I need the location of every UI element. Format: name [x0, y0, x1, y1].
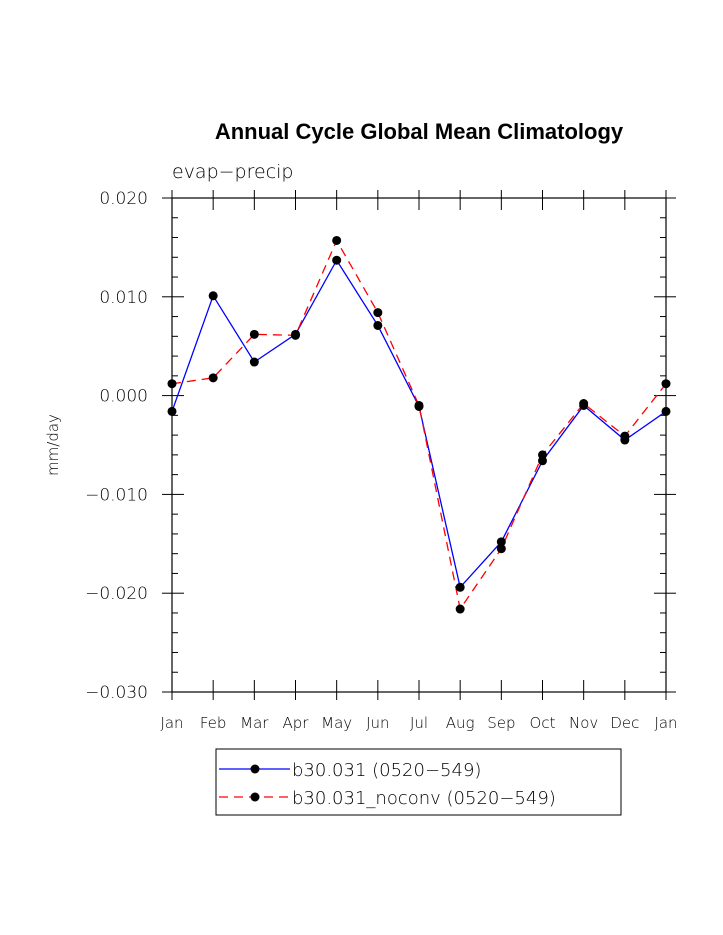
data-point-series-2 [414, 400, 424, 410]
x-tick-label: Sep [487, 714, 515, 732]
x-tick-label: Nov [569, 714, 598, 732]
series-line-2 [171, 239, 667, 611]
data-point-series-2 [249, 329, 259, 339]
x-tick-label: Jan [160, 714, 183, 732]
x-tick-label: Aug [446, 714, 475, 732]
legend-label-2: b30.031_noconv (0520−549) [292, 788, 556, 809]
x-tick-label: Jul [410, 714, 428, 732]
data-point-series-1 [208, 291, 218, 301]
data-point-series-1 [496, 537, 506, 547]
axes: 0.020 0.010 0.000 −0.010 −0.020 −0.030 Jan Feb M… [85, 189, 677, 732]
y-tick-label: 0.000 [99, 387, 148, 407]
legend-marker-2 [250, 792, 260, 802]
data-point-series-1 [661, 406, 671, 416]
legend-label-1: b30.031 (0520−549) [292, 760, 481, 781]
data-point-series-2 [620, 431, 630, 441]
y-tick-label: −0.010 [85, 485, 148, 505]
data-point-series-2 [538, 450, 547, 460]
data-point-series-2 [496, 544, 506, 554]
data-point-series-2 [455, 604, 465, 614]
y-tick-label: 0.020 [99, 189, 148, 209]
data-point-series-2 [291, 330, 300, 340]
x-tick-label: Feb [200, 714, 227, 732]
y-tick-label: −0.020 [85, 584, 148, 604]
chart-subtitle: evap−precip [172, 161, 294, 183]
x-tick-label: Jun [366, 714, 389, 732]
x-tick-label: Dec [610, 714, 639, 732]
data-point-series-2 [579, 399, 589, 409]
x-tick-label: Mar [240, 714, 269, 732]
chart-title: Annual Cycle Global Mean Climatology [215, 119, 624, 144]
data-point-series-2 [167, 379, 177, 389]
x-tick-label: May [321, 714, 352, 732]
data-point-series-1 [167, 406, 177, 416]
data-point-series-2 [332, 235, 342, 245]
y-axis-label: mm/day [44, 414, 62, 476]
data-point-series-1 [332, 255, 342, 265]
data-point-series-1 [249, 357, 259, 367]
x-tick-label: Oct [530, 714, 556, 732]
legend-box [215, 748, 622, 816]
plot-frame [171, 197, 667, 693]
data-point-series-1 [373, 320, 383, 330]
legend-marker-1 [250, 764, 260, 774]
series-markers [167, 235, 671, 614]
data-point-series-2 [661, 379, 671, 389]
x-tick-label: Apr [283, 714, 310, 732]
data-point-series-2 [208, 373, 218, 383]
data-point-series-2 [373, 308, 383, 318]
x-tick-label: Jan [654, 714, 677, 732]
y-tick-label: −0.030 [85, 683, 148, 703]
y-tick-label: 0.010 [99, 288, 148, 308]
series-lines [171, 239, 667, 611]
legend: b30.031 (0520−549) b30.031_noconv (0520−5… [215, 748, 622, 816]
data-point-series-1 [455, 582, 465, 592]
series-line-1 [171, 258, 667, 589]
